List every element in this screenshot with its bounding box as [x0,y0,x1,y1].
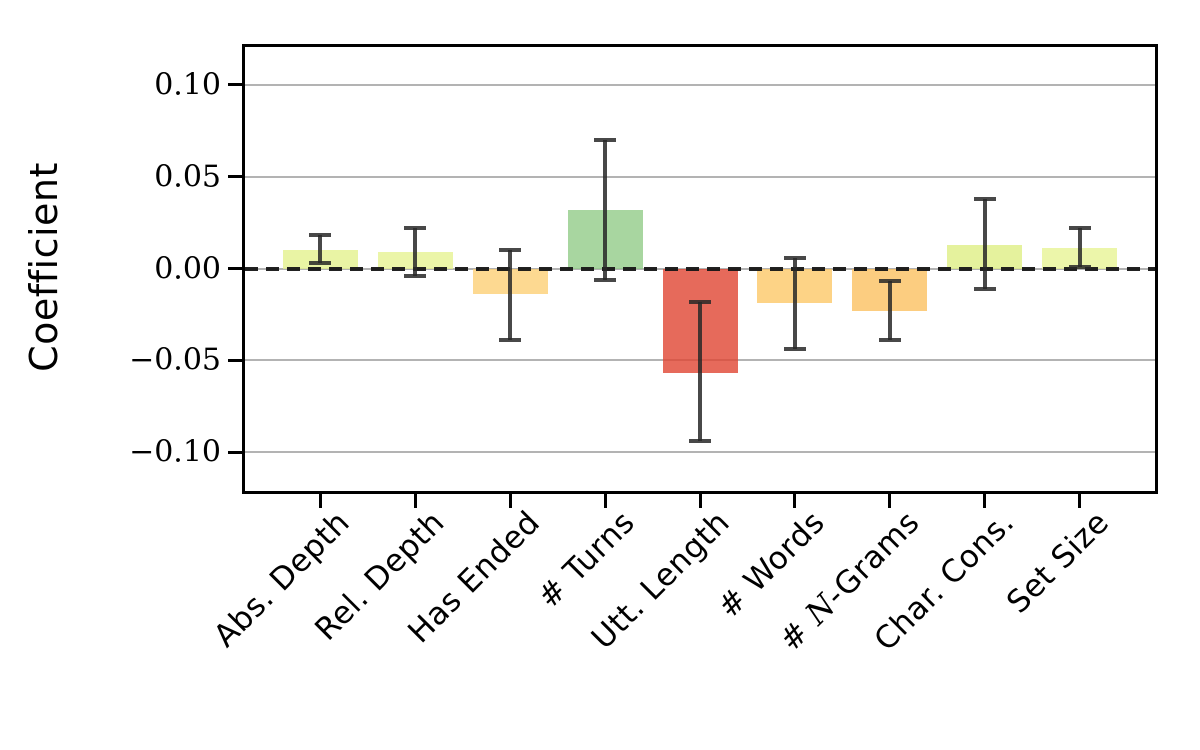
error-bar-utt-length [698,301,702,442]
y-tick-label: −0.05 [129,342,221,378]
error-cap [783,255,806,260]
y-tick-mark [228,175,242,179]
gridline-y-−0.10 [245,451,1155,454]
error-cap [594,277,617,282]
gridline-y-0.05 [245,175,1155,178]
x-tick-mark [888,494,892,508]
error-cap [689,299,711,304]
error-cap [878,338,901,343]
error-cap [309,261,332,266]
error-cap [783,347,806,352]
x-tick-mark [413,494,417,508]
error-cap [499,248,522,253]
y-axis-label: Coefficient [22,162,66,372]
y-tick-mark [228,450,242,454]
error-bar-has-ended [508,250,513,341]
gridline-y-0.10 [245,83,1155,86]
x-tick-mark [793,494,797,508]
y-tick-label: 0.10 [154,67,221,103]
y-tick-mark [228,358,242,362]
x-tick-mark [698,494,702,508]
x-tick-label-set-size: Set Size [1000,504,1117,621]
error-cap [404,226,427,231]
italic-math-n: N [798,587,844,633]
error-cap [404,273,427,278]
error-bar-n-grams [887,281,892,341]
x-tick-mark [603,494,607,508]
y-tick-label: 0.05 [154,159,221,195]
error-bar-char-cons [982,198,987,289]
error-cap [309,233,332,238]
error-cap [973,196,996,201]
error-bar-words [792,257,797,350]
y-tick-mark [228,83,242,87]
y-tick-mark [228,267,242,271]
error-bar-turns [603,139,608,280]
error-bar-abs-depth [318,235,323,263]
x-tick-mark [508,494,512,508]
x-tick-mark [318,494,322,508]
zero-dashed-line [245,266,1155,271]
error-cap [499,338,522,343]
error-bar-set-size [1077,228,1082,267]
y-tick-label: −0.10 [129,434,221,470]
error-cap [594,137,617,142]
error-cap [973,286,996,291]
plot-area: 0.10 0.05 0.00 −0.05 −0.10 Abs. Depth Rel. Dep… [129,44,1158,658]
error-cap [878,279,901,284]
error-bar-rel-depth [413,228,418,276]
error-cap [1068,264,1091,269]
x-tick-mark [1078,494,1082,508]
error-cap [1068,226,1091,231]
y-tick-label: 0.00 [154,251,221,287]
error-cap [689,439,711,444]
x-tick-mark [983,494,987,508]
